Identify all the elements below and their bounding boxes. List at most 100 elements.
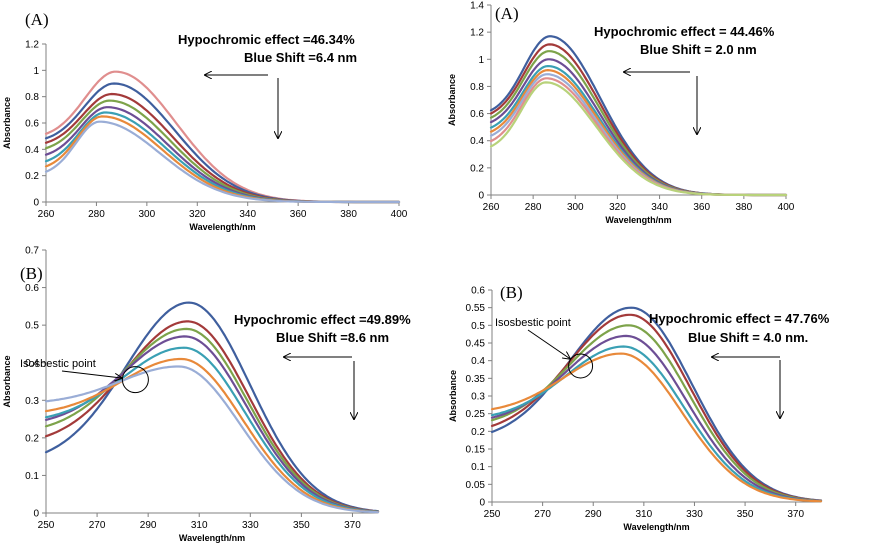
panel-label: (B) xyxy=(500,283,523,302)
x-tick-label: 400 xyxy=(391,209,408,220)
x-tick-label: 300 xyxy=(567,202,584,213)
hypochromic-effect-label: Hypochromic effect = 44.46% xyxy=(594,24,775,39)
y-tick-label: 0.3 xyxy=(25,396,39,407)
y-tick-label: 0.2 xyxy=(470,163,484,174)
y-tick-label: 0.15 xyxy=(466,445,486,456)
x-axis-title: Wavelength/nm xyxy=(179,533,245,543)
spectrum-line-2 xyxy=(44,320,380,513)
x-tick-label: 250 xyxy=(484,509,501,520)
y-tick-label: 0.25 xyxy=(466,409,486,420)
y-axis-title: Absorbance xyxy=(2,97,12,149)
x-axis-title: Wavelength/nm xyxy=(623,522,689,532)
y-tick-label: 0 xyxy=(33,509,39,520)
isosbestic-point-arrow xyxy=(61,370,121,378)
y-tick-label: 0.2 xyxy=(25,433,39,444)
spectrum-line-6 xyxy=(490,352,823,503)
blue-shift-label: Blue Shift = 4.0 nm. xyxy=(688,330,808,345)
spectrum-line-3 xyxy=(490,324,823,502)
spectrum-line-5 xyxy=(44,346,380,513)
x-tick-label: 350 xyxy=(737,509,754,520)
x-tick-label: 360 xyxy=(290,209,307,220)
spectrum-line-6 xyxy=(44,357,380,514)
spectrum-line-3 xyxy=(44,327,380,513)
x-tick-label: 350 xyxy=(293,520,310,531)
y-tick-label: 0.4 xyxy=(471,356,485,367)
isosbestic-point-circle xyxy=(568,353,594,379)
spectrum-line-7 xyxy=(44,115,401,204)
x-axis-title: Wavelength/nm xyxy=(605,215,671,225)
y-tick-label: 1.2 xyxy=(25,40,39,51)
hypochromic-effect-label: Hypochromic effect =46.34% xyxy=(178,32,355,47)
blue-shift-label: Blue Shift =6.4 nm xyxy=(244,50,357,65)
x-tick-label: 330 xyxy=(242,520,259,531)
spectrum-line-9 xyxy=(489,81,788,197)
y-tick-label: 0 xyxy=(33,198,39,209)
y-tick-label: 0.45 xyxy=(466,339,486,350)
y-tick-label: 0.6 xyxy=(25,119,39,130)
x-tick-label: 340 xyxy=(651,202,668,213)
x-tick-label: 310 xyxy=(636,509,653,520)
x-tick-label: 400 xyxy=(778,202,795,213)
chart-bottom-left: 0 0.1 0.2 0.3 0.4 0.5 0.6 0.7 250 270 290 310 330 350… xyxy=(2,246,411,544)
y-tick-label: 0 xyxy=(479,498,485,509)
y-tick-label: 0.6 xyxy=(25,283,39,294)
y-tick-label: 0.55 xyxy=(466,303,486,314)
panel-label: (A) xyxy=(495,4,519,23)
y-tick-label: 0.2 xyxy=(25,171,39,182)
y-tick-label: 0.1 xyxy=(471,462,485,473)
y-tick-label: 0.5 xyxy=(471,321,485,332)
y-tick-label: 0.3 xyxy=(471,392,485,403)
hypochromic-effect-label: Hypochromic effect =49.89% xyxy=(234,312,411,327)
y-tick-label: 1 xyxy=(33,66,39,77)
blue-shift-label: Blue Shift =8.6 nm xyxy=(276,330,389,345)
spectrum-line-6 xyxy=(44,111,401,204)
spectrum-line-5 xyxy=(490,345,823,503)
panel-label: (B) xyxy=(20,264,43,283)
chart-top-right: 0 0.2 0.4 0.6 0.8 1 1.2 1.4 260 280 300 320 340 360 38… xyxy=(447,1,795,226)
spectrum-line-4 xyxy=(490,334,823,503)
x-tick-label: 320 xyxy=(189,209,206,220)
x-tick-label: 280 xyxy=(88,209,105,220)
y-axis-title: Absorbance xyxy=(447,74,457,126)
hypochromic-effect-label: Hypochromic effect = 47.76% xyxy=(649,311,830,326)
x-tick-label: 310 xyxy=(191,520,208,531)
y-axis-title: Absorbance xyxy=(448,370,458,422)
spectrum-line-7 xyxy=(489,73,788,197)
x-tick-label: 340 xyxy=(239,209,256,220)
chart-bottom-right: 0 0.05 0.1 0.15 0.2 0.25 0.3 0.35 0.4 0.45 0.5 0.55… xyxy=(448,283,830,532)
y-tick-label: 1.2 xyxy=(470,28,484,39)
y-tick-label: 0.2 xyxy=(471,427,485,438)
x-tick-label: 300 xyxy=(139,209,156,220)
x-tick-label: 250 xyxy=(38,520,55,531)
panel-label: (A) xyxy=(25,10,49,29)
y-tick-label: 0.7 xyxy=(25,246,39,257)
spectrum-line-7 xyxy=(44,365,380,514)
spectrum-line-8 xyxy=(489,77,788,197)
y-tick-label: 1.4 xyxy=(470,1,484,12)
x-tick-label: 260 xyxy=(38,209,55,220)
y-tick-label: 0.6 xyxy=(470,109,484,120)
y-tick-label: 0.1 xyxy=(25,471,39,482)
x-tick-label: 290 xyxy=(140,520,157,531)
chart-top-left: 0 0.2 0.4 0.6 0.8 1 1.2 260 280 300 320 340 360 380 40… xyxy=(2,10,408,232)
x-tick-label: 290 xyxy=(585,509,602,520)
x-tick-label: 380 xyxy=(340,209,357,220)
x-tick-label: 260 xyxy=(483,202,500,213)
isosbestic-point-label: Isosbestic point xyxy=(20,358,96,370)
x-tick-label: 270 xyxy=(534,509,551,520)
x-tick-label: 320 xyxy=(609,202,626,213)
isosbestic-point-arrow xyxy=(527,329,570,359)
y-tick-label: 0.05 xyxy=(466,480,486,491)
x-tick-label: 330 xyxy=(686,509,703,520)
y-tick-label: 0.35 xyxy=(466,374,486,385)
y-tick-label: 0 xyxy=(478,191,484,202)
x-axis-title: Wavelength/nm xyxy=(189,222,255,232)
y-tick-label: 0.4 xyxy=(470,136,484,147)
y-tick-label: 0.6 xyxy=(471,286,485,297)
y-tick-label: 0.5 xyxy=(25,321,39,332)
spectrum-line-1 xyxy=(44,301,380,513)
y-tick-label: 1 xyxy=(478,55,484,66)
y-axis-title: Absorbance xyxy=(2,355,12,407)
y-tick-label: 0.8 xyxy=(470,82,484,93)
